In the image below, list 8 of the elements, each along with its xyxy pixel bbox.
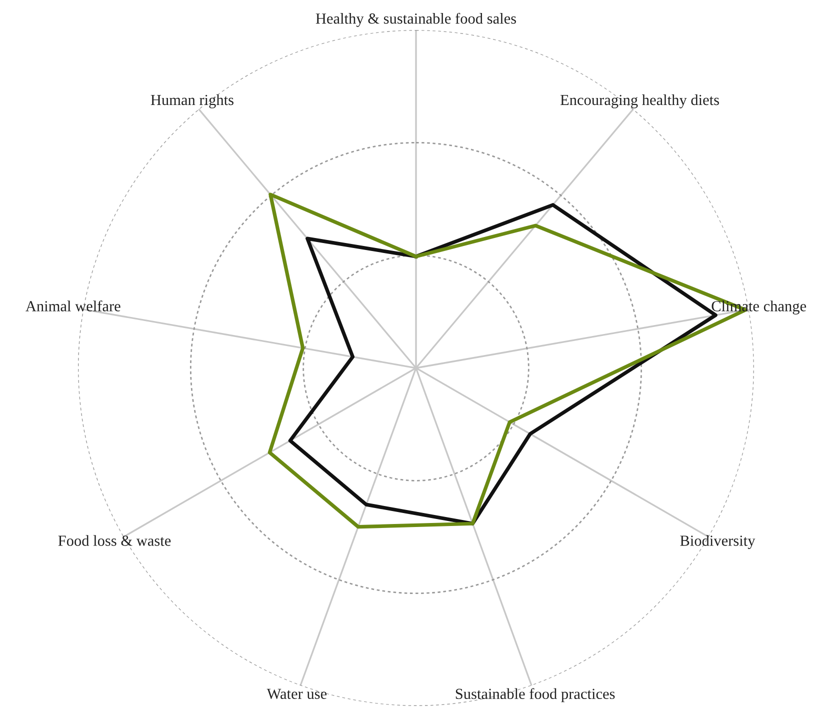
spoke-label: Human rights (150, 94, 234, 108)
spoke-label: Food loss & waste (58, 535, 171, 546)
spoke-label: Sustainable food practices (456, 688, 615, 702)
spoke-label: Animal welfare (26, 300, 120, 312)
spoke-label: Biodiversity (680, 535, 756, 550)
spoke-label: Encouraging healthy diets (560, 94, 719, 108)
spoke-label: Healthy & sustainable food sales (316, 12, 516, 27)
spoke-label: Water use (266, 688, 327, 700)
